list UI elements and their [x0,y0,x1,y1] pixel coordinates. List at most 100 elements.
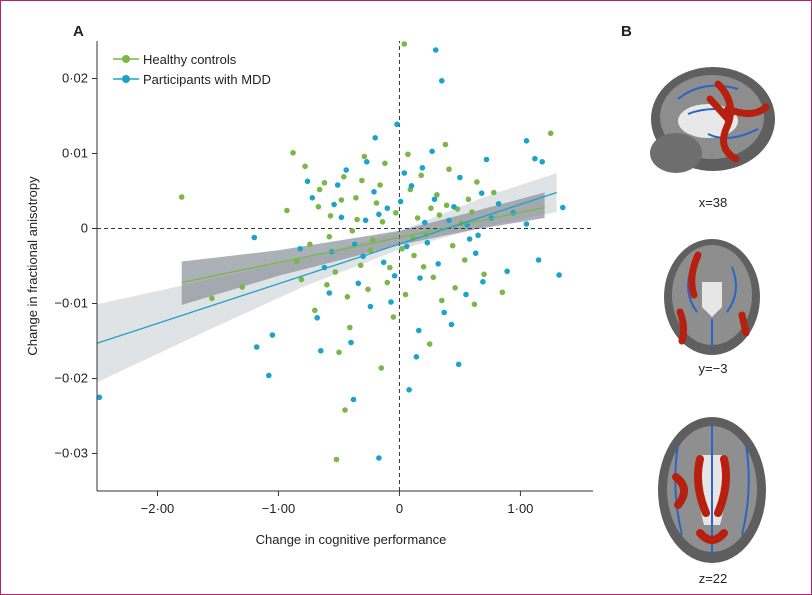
data-point-s1-60 [417,275,423,281]
data-point-s1-46 [371,189,377,195]
y-tick-label-5: 0·02 [62,71,88,86]
data-point-s1-36 [397,198,404,205]
data-point-s1-52 [466,236,473,242]
regression-line-series-0 [181,206,545,284]
data-point-s0-24 [312,307,318,314]
data-point-s0-13 [338,197,345,203]
data-point-s0-69 [379,219,386,225]
data-point-s1-42 [304,178,311,185]
data-point-s1-49 [419,165,426,171]
data-point-s0-71 [443,202,450,209]
data-point-s1-9 [532,155,538,162]
data-point-s1-14 [556,272,562,278]
data-point-s1-66 [372,135,379,141]
data-point-s1-24 [424,239,431,246]
data-point-s1-6 [432,47,439,53]
brain-sagittal-image [650,67,775,173]
data-point-s0-56 [462,257,468,263]
data-point-s1-62 [448,321,455,328]
data-point-s0-35 [290,150,296,156]
y-tick-label-1: −0·02 [54,371,88,386]
data-point-s0-50 [365,286,371,293]
data-point-s0-52 [399,246,405,252]
data-point-s0-3 [333,456,340,463]
x-tick-label-1: −1·00 [262,501,296,516]
data-point-s0-51 [382,160,388,167]
data-point-s1-37 [413,354,420,360]
data-point-s0-44 [439,297,445,304]
data-point-s0-4 [342,407,348,413]
panel-label-a: A [73,23,84,40]
data-point-s0-30 [411,252,417,259]
data-point-s1-3 [350,396,357,403]
data-point-s1-61 [431,196,438,203]
data-point-s1-0 [96,394,103,401]
y-tick-label-2: −0·01 [54,296,88,311]
data-point-s0-6 [401,41,408,47]
data-point-s0-2 [239,284,245,290]
data-point-s0-8 [471,301,478,308]
data-point-s1-53 [483,156,490,163]
legend-marker-series-1 [122,75,130,83]
data-point-s0-37 [324,282,330,288]
data-point-s0-20 [449,242,456,249]
data-point-s1-16 [251,234,258,241]
data-point-s1-22 [391,273,398,279]
data-point-s1-33 [348,339,354,346]
data-point-s0-14 [354,216,360,223]
data-point-s0-48 [332,269,339,275]
data-point-s0-57 [298,276,305,283]
brain-axial-image [658,417,766,563]
y-tick-label-4: 0·01 [62,146,88,161]
data-point-s0-9 [499,289,506,296]
data-point-s0-10 [284,207,290,214]
legend-label-series-1: Participants with MDD [143,72,271,87]
data-point-s0-32 [442,141,449,148]
data-point-s0-55 [446,166,452,172]
coronal-slice-caption: y=−3 [698,361,728,376]
sagittal-slice-caption: x=38 [698,195,728,210]
data-point-s1-73 [475,232,481,239]
data-point-s0-64 [420,264,427,270]
data-point-s1-23 [408,183,415,189]
scatter-chart: −2·00 −1·00 0 1·00−0·03−0·02−0·0100·010·02 … [25,41,593,547]
data-point-s1-44 [338,214,345,221]
data-point-s0-34 [474,179,480,185]
data-point-s0-39 [357,262,364,269]
data-point-s1-29 [504,268,510,275]
brain-coronal-image [664,239,760,355]
data-point-s1-19 [343,167,350,173]
confidence-band-series-0 [181,192,545,305]
panel-label-b: B [621,23,632,40]
data-point-s0-40 [373,200,380,206]
data-point-s0-36 [307,241,313,248]
data-point-s1-68 [416,327,422,334]
data-point-s1-40 [463,291,469,298]
regression-line-series-1 [96,191,557,344]
data-point-s1-7 [439,78,445,84]
data-point-s1-69 [455,361,462,368]
data-point-s1-8 [523,138,530,144]
x-tick-label-2: 0 [396,501,403,516]
data-point-s1-2 [266,372,272,379]
data-point-s1-32 [331,201,337,208]
data-point-s1-12 [535,257,542,263]
data-point-s1-39 [446,217,452,224]
data-point-s0-73 [428,205,434,211]
data-point-s1-58 [384,205,391,211]
y-tick-label-0: −0·03 [54,446,88,461]
data-point-s0-61 [367,247,374,254]
data-point-s1-13 [560,204,566,211]
data-point-s0-12 [321,180,328,186]
data-point-s1-15 [269,332,276,338]
data-point-s0-15 [370,237,376,243]
data-point-s1-27 [472,250,479,256]
data-point-s1-17 [309,195,316,201]
data-point-s1-10 [539,159,545,165]
data-point-s0-27 [361,153,368,160]
data-point-s1-56 [351,241,358,248]
data-point-s0-23 [293,258,300,265]
legend-label-series-0: Healthy controls [143,52,237,67]
data-point-s0-28 [377,182,383,188]
